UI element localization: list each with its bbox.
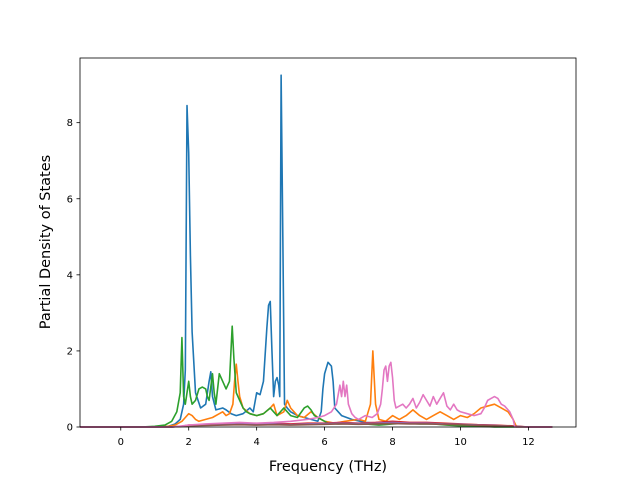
y-ticks: 0 2 4 6 8 [67, 118, 80, 434]
y-axis-label: Partial Density of States [38, 155, 54, 329]
y-tick-label: 0 [67, 423, 73, 434]
series-line-5 [80, 422, 553, 428]
y-tick-label: 4 [67, 270, 73, 281]
x-tick-label: 0 [118, 437, 124, 448]
x-tick-label: 10 [454, 437, 467, 448]
y-tick-label: 2 [67, 346, 73, 357]
series-line-1 [80, 350, 553, 428]
series-line-6 [80, 361, 553, 428]
x-tick-label: 2 [186, 437, 192, 448]
x-tick-label: 6 [321, 437, 327, 448]
series-layer [80, 74, 553, 428]
x-axis-label: Frequency (THz) [269, 459, 387, 475]
y-tick-label: 6 [67, 194, 73, 205]
x-ticks: 0 2 4 6 8 10 12 [118, 427, 535, 448]
y-tick-label: 8 [67, 118, 73, 129]
plot-frame [79, 57, 577, 428]
x-tick-label: 4 [253, 437, 259, 448]
x-tick-label: 12 [522, 437, 535, 448]
series-line-0 [80, 74, 553, 428]
x-tick-label: 8 [389, 437, 395, 448]
